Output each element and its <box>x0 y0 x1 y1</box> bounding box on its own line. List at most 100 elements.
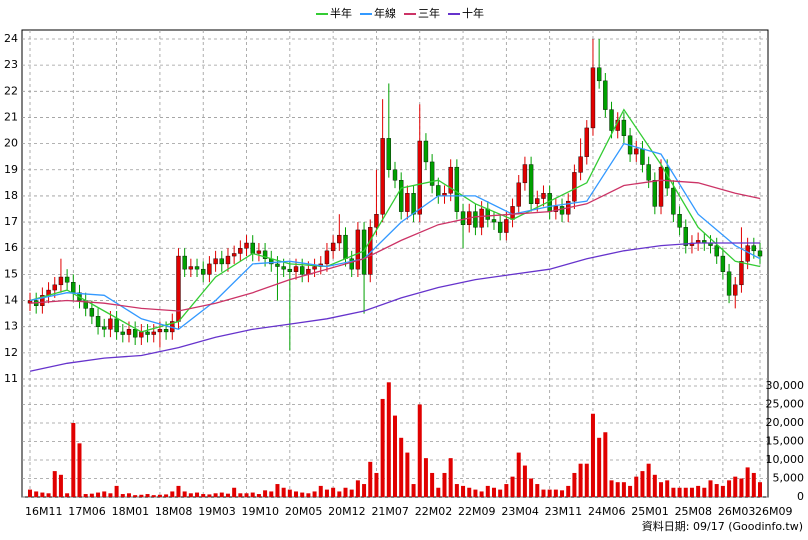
volume-bar <box>467 487 472 497</box>
volume-bar <box>442 472 447 497</box>
legend-label: 十年 <box>462 6 484 20</box>
y2-tick-label: 20,000 <box>766 416 805 429</box>
volume-bar <box>256 494 261 497</box>
volume-bar <box>269 491 274 497</box>
y-tick-label: 17 <box>4 215 18 228</box>
volume-bar <box>349 489 354 497</box>
candle-body <box>238 248 243 254</box>
candle-body <box>52 284 57 291</box>
candle-body <box>454 166 460 212</box>
y-tick-label: 11 <box>4 372 18 385</box>
volume-bar <box>702 487 707 497</box>
y-tick-label: 19 <box>4 163 18 176</box>
y-tick-label: 23 <box>4 58 18 71</box>
volume-bar <box>640 471 645 497</box>
candle-body <box>293 266 299 272</box>
volume-bar <box>58 474 63 497</box>
candle-body <box>145 331 150 335</box>
volume-bar <box>225 493 230 497</box>
y-tick-label: 21 <box>4 110 18 123</box>
candle-body <box>207 263 212 275</box>
candle-body <box>720 255 726 272</box>
volume-bar <box>219 492 224 497</box>
candle-body <box>652 180 658 207</box>
volume-bar <box>102 491 107 497</box>
candle-body <box>528 164 534 204</box>
candle-body <box>182 255 187 270</box>
x-tick-label: 22M09 <box>458 505 496 518</box>
candle-body <box>374 214 379 228</box>
candle-body <box>151 331 156 335</box>
candle-body <box>683 227 688 246</box>
candle-body <box>603 80 608 110</box>
y-tick-label: 20 <box>4 137 18 150</box>
candle-body <box>553 206 559 212</box>
volume-bar <box>151 495 156 497</box>
candle-body <box>213 258 218 265</box>
volume-bar <box>535 484 540 497</box>
volume-bar <box>34 491 39 497</box>
candle-body <box>64 276 70 283</box>
candle-body <box>559 206 565 215</box>
x-tick-label: 26M03 <box>718 505 756 518</box>
candle-body <box>448 166 453 194</box>
candle-body <box>337 234 342 244</box>
volume-bar <box>522 465 527 497</box>
x-tick-label: 16M11 <box>25 505 63 518</box>
x-tick-label: 23M11 <box>545 505 583 518</box>
candle-body <box>739 261 744 286</box>
x-tick-label: 17M06 <box>68 505 106 518</box>
volume-bar <box>659 482 664 497</box>
volume-bar <box>584 463 589 497</box>
volume-bar <box>677 487 682 497</box>
candle-body <box>634 148 639 155</box>
volume-bar <box>96 492 101 497</box>
y2-tick-label: 15,000 <box>766 435 805 448</box>
volume-bar <box>362 484 367 497</box>
candle-body <box>312 266 317 270</box>
volume-bar <box>374 472 379 497</box>
candle-body <box>287 268 293 272</box>
volume-bar <box>77 443 82 497</box>
candle-body <box>201 268 206 275</box>
volume-bar <box>287 489 292 497</box>
x-tick-label: 26M09 <box>755 505 793 518</box>
volume-bar <box>405 452 410 497</box>
candle-body <box>188 266 194 270</box>
volume-bar <box>417 404 422 497</box>
x-tick-label: 20M05 <box>285 505 323 518</box>
candle-body <box>417 140 422 215</box>
volume-bar <box>157 494 162 497</box>
volume-bar <box>176 485 181 497</box>
x-tick-label: 22M02 <box>415 505 453 518</box>
volume-bar <box>473 489 478 497</box>
candle-body <box>58 276 64 286</box>
candle-body <box>398 180 404 212</box>
candle-body <box>176 255 181 322</box>
x-tick-label: 20M12 <box>328 505 366 518</box>
volume-bar <box>448 458 453 497</box>
candle-body <box>361 229 367 275</box>
x-tick-label: 19M03 <box>198 505 236 518</box>
volume-bar <box>491 487 496 497</box>
volume-bar <box>541 489 546 497</box>
volume-bar <box>430 472 435 497</box>
y2-tick-label: 0 <box>797 490 804 503</box>
volume-bar <box>665 480 670 497</box>
candle-body <box>436 185 441 197</box>
candle-body <box>640 148 645 165</box>
volume-bar <box>195 492 200 497</box>
ma-line <box>29 142 761 331</box>
candle-body <box>244 242 249 249</box>
volume-bar <box>281 487 286 497</box>
volume-bar <box>71 423 76 497</box>
candle-body <box>95 316 101 327</box>
candle-body <box>355 229 361 270</box>
volume-bar <box>454 484 459 497</box>
volume-bar <box>133 495 138 497</box>
candle-body <box>275 263 280 267</box>
candle-body <box>646 164 651 181</box>
candle-body <box>343 234 348 259</box>
x-tick-label: 21M07 <box>371 505 409 518</box>
